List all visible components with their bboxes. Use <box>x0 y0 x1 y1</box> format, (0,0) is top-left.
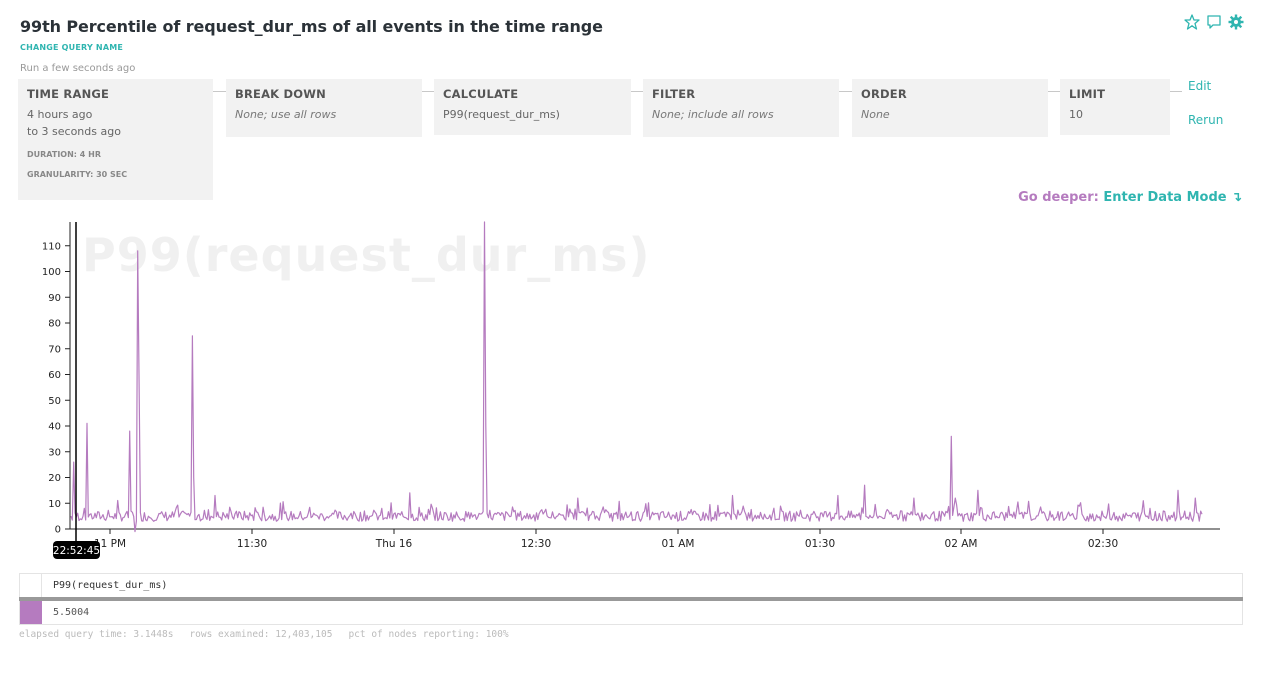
elapsed-time: elapsed query time: 3.1448s <box>19 629 174 640</box>
y-tick-label: 10 <box>48 499 61 510</box>
cursor-tooltip <box>53 541 100 559</box>
duration-label: DURATION: 4 HR <box>27 150 101 159</box>
y-tick-label: 30 <box>48 447 61 458</box>
y-tick-label: 110 <box>42 241 61 252</box>
connector <box>1048 91 1060 92</box>
y-tick-label: 80 <box>48 319 61 330</box>
x-tick-label: Thu 16 <box>375 538 413 550</box>
order-value: None <box>861 108 890 121</box>
connector <box>422 91 434 92</box>
run-time-label: Run a few seconds ago <box>20 63 136 74</box>
calculate-header: CALCULATE <box>443 87 519 101</box>
rerun-link[interactable]: Rerun <box>1188 113 1224 127</box>
filter-header: FILTER <box>652 87 696 101</box>
calculate-box[interactable]: CALCULATE P99(request_dur_ms) <box>434 79 631 135</box>
enter-data-mode-link[interactable]: Enter Data Mode ↴ <box>1103 190 1242 205</box>
time-range-box[interactable]: TIME RANGE 4 hours ago to 3 seconds ago … <box>18 79 213 200</box>
legend-value: 5.5004 <box>53 607 90 618</box>
legend-header-spacer <box>20 574 42 597</box>
legend-swatch <box>20 601 42 624</box>
calculate-value: P99(request_dur_ms) <box>443 108 560 121</box>
connector <box>213 91 226 92</box>
line-chart[interactable]: 0 10 20 30 40 50 60 70 80 90 100 110 11 PM 11:30 Thu 1… <box>0 210 1262 562</box>
comment-icon[interactable] <box>1206 14 1222 30</box>
filter-value: None; include all rows <box>652 108 774 121</box>
y-tick-label: 70 <box>48 344 61 355</box>
gear-icon[interactable] <box>1228 14 1244 30</box>
x-tick-label: 02 AM <box>945 538 978 550</box>
order-box[interactable]: ORDER None <box>852 79 1048 137</box>
y-tick-label: 60 <box>48 370 61 381</box>
y-tick-label: 100 <box>42 267 61 278</box>
series-line <box>70 221 1203 533</box>
connector <box>1170 91 1182 92</box>
change-query-name-link[interactable]: CHANGE QUERY NAME <box>20 43 124 52</box>
connector <box>631 91 643 92</box>
connector <box>839 91 852 92</box>
x-tick-label: 11 PM <box>94 538 126 550</box>
granularity-label: GRANULARITY: 30 SEC <box>27 170 128 179</box>
legend-separator <box>19 597 1243 601</box>
x-tick-label: 12:30 <box>521 538 551 550</box>
y-tick-label: 20 <box>48 473 61 484</box>
legend-header-row: P99(request_dur_ms) <box>19 573 1243 597</box>
query-stats: elapsed query time: 3.1448s rows examine… <box>19 629 509 640</box>
go-deeper-label: Go deeper: <box>1018 190 1099 205</box>
rows-examined: rows examined: 12,403,105 <box>189 629 333 640</box>
time-range-start: 4 hours ago <box>27 108 93 121</box>
limit-box[interactable]: LIMIT 10 <box>1060 79 1170 135</box>
go-deeper: Go deeper: Enter Data Mode ↴ <box>1018 190 1242 205</box>
y-tick-label: 0 <box>55 525 61 536</box>
x-tick-label: 01:30 <box>805 538 835 550</box>
x-tick-label: 01 AM <box>662 538 695 550</box>
y-tick-label: 90 <box>48 293 61 304</box>
y-tick-label: 40 <box>48 422 61 433</box>
edit-link[interactable]: Edit <box>1188 79 1212 93</box>
break-down-header: BREAK DOWN <box>235 87 326 101</box>
chart-watermark: P99(request_dur_ms) <box>82 228 651 282</box>
time-range-end: to 3 seconds ago <box>27 125 121 138</box>
legend-table: P99(request_dur_ms) 5.5004 <box>19 573 1243 625</box>
legend-series-name: P99(request_dur_ms) <box>53 580 168 591</box>
x-tick-label: 11:30 <box>237 538 267 550</box>
y-tick-label: 50 <box>48 396 61 407</box>
header-actions <box>1184 14 1244 30</box>
legend-value-row[interactable]: 5.5004 <box>19 601 1243 625</box>
nodes-reporting: pct of nodes reporting: 100% <box>348 629 509 640</box>
time-range-header: TIME RANGE <box>27 87 110 101</box>
x-tick-label: 02:30 <box>1088 538 1118 550</box>
order-header: ORDER <box>861 87 907 101</box>
star-icon[interactable] <box>1184 14 1200 30</box>
break-down-box[interactable]: BREAK DOWN None; use all rows <box>226 79 422 137</box>
filter-box[interactable]: FILTER None; include all rows <box>643 79 839 137</box>
limit-header: LIMIT <box>1069 87 1106 101</box>
cursor-time-label: 22:52:45 <box>53 545 100 557</box>
limit-value: 10 <box>1069 108 1083 121</box>
page-title: 99th Percentile of request_dur_ms of all… <box>20 17 603 36</box>
break-down-value: None; use all rows <box>235 108 337 121</box>
